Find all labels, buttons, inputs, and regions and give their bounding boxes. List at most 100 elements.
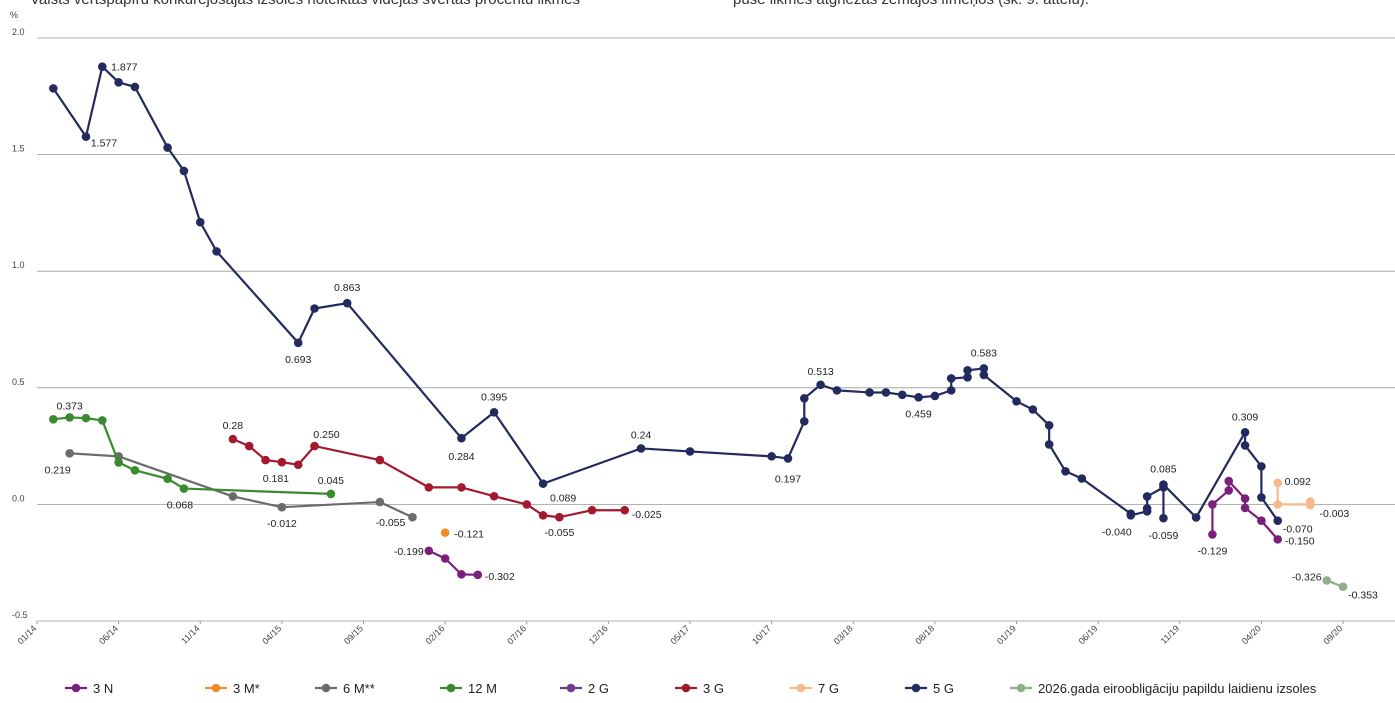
data-point (1257, 516, 1266, 525)
data-point (294, 338, 303, 347)
data-label: 0.085 (1150, 464, 1176, 476)
data-point (1159, 480, 1168, 489)
data-label: -0.012 (267, 518, 297, 530)
data-point (327, 490, 336, 499)
data-point (278, 458, 287, 467)
data-label: 0.092 (1285, 476, 1311, 488)
y-tick-label: 0.5 (12, 377, 25, 387)
data-point (767, 452, 776, 461)
data-point (1078, 474, 1087, 483)
legend-swatch (322, 684, 331, 693)
data-point (98, 62, 107, 71)
data-point (1143, 492, 1152, 501)
data-point (865, 388, 874, 397)
data-point (65, 449, 74, 458)
legend-swatch (912, 684, 921, 693)
data-point (1224, 486, 1233, 495)
data-point (947, 386, 956, 395)
data-point (980, 371, 989, 380)
data-point (1273, 535, 1282, 544)
data-point (131, 466, 140, 475)
data-point (49, 84, 58, 93)
data-point (963, 366, 972, 375)
data-point (229, 492, 238, 501)
data-point (294, 460, 303, 469)
data-point (457, 570, 466, 579)
data-point (457, 434, 466, 443)
data-label: -0.059 (1149, 530, 1179, 542)
legend-label: 3 M* (233, 681, 260, 696)
data-label: 0.068 (167, 500, 193, 512)
data-point (98, 416, 107, 425)
x-tick-label: 11/19 (1159, 623, 1182, 646)
legend-label: 6 M** (343, 681, 375, 696)
data-point (1126, 511, 1135, 520)
data-label: -0.040 (1102, 527, 1132, 539)
legend-swatch (567, 684, 576, 693)
data-point (800, 417, 809, 426)
data-label: -0.326 (1292, 571, 1322, 583)
data-point (376, 456, 385, 465)
data-point (555, 513, 564, 522)
chart: Valsts vērtspapīru konkurējošajās izsolē… (0, 0, 1395, 698)
data-label: 0.309 (1232, 411, 1258, 423)
data-point (947, 374, 956, 383)
data-label: 1.877 (111, 62, 137, 74)
legend-label: 2026.gada eiroobligāciju papildu laidien… (1038, 681, 1317, 696)
legend-label: 12 M (468, 681, 497, 696)
y-unit: % (10, 10, 18, 20)
data-point (457, 483, 466, 492)
data-label: 0.197 (775, 473, 801, 485)
data-point (1241, 428, 1250, 437)
data-label: -0.199 (394, 546, 424, 558)
data-point (310, 442, 319, 451)
data-point (1208, 500, 1217, 509)
x-tick-label: 10/17 (750, 623, 773, 646)
data-label: 0.24 (631, 429, 652, 441)
legend-swatch (72, 684, 81, 693)
x-tick-label: 01/19 (995, 623, 1018, 646)
data-point (163, 474, 172, 483)
data-point (784, 454, 793, 463)
data-point (1045, 440, 1054, 449)
series: -0.121 (441, 528, 484, 540)
data-point (49, 415, 58, 424)
data-point (1159, 514, 1168, 523)
data-point (408, 513, 417, 522)
data-label: 0.395 (481, 391, 507, 403)
data-label: 0.863 (334, 282, 360, 294)
data-point (131, 83, 140, 92)
data-point (310, 304, 319, 313)
data-point (212, 247, 221, 256)
data-point (376, 498, 385, 507)
data-point (1029, 405, 1038, 414)
x-tick-label: 12/16 (587, 623, 610, 646)
legend-swatch (682, 684, 691, 693)
series-line (53, 67, 1277, 521)
x-tick-label: 01/14 (15, 623, 38, 646)
data-point (1192, 513, 1201, 522)
series: 0.3730.0680.045 (49, 400, 344, 511)
data-label: -0.025 (632, 509, 662, 521)
data-point (114, 78, 123, 87)
data-label: -0.121 (454, 529, 484, 541)
data-point (1339, 582, 1348, 591)
x-tick-label: 03/18 (832, 623, 855, 646)
data-point (1045, 421, 1054, 430)
data-label: 0.693 (285, 354, 311, 366)
y-tick-label: 1.0 (12, 260, 25, 270)
legend-label: 2 G (588, 681, 609, 696)
data-point (1322, 576, 1331, 585)
data-label: 0.045 (318, 475, 344, 487)
data-point (180, 167, 189, 176)
data-point (343, 299, 352, 308)
data-point (800, 394, 809, 403)
data-point (833, 386, 842, 395)
data-point (1143, 504, 1152, 513)
data-point (1061, 467, 1070, 476)
data-point (914, 393, 923, 402)
data-label: -0.070 (1283, 524, 1313, 536)
data-point (1241, 504, 1250, 513)
data-point (539, 511, 548, 520)
data-point (1241, 441, 1250, 450)
